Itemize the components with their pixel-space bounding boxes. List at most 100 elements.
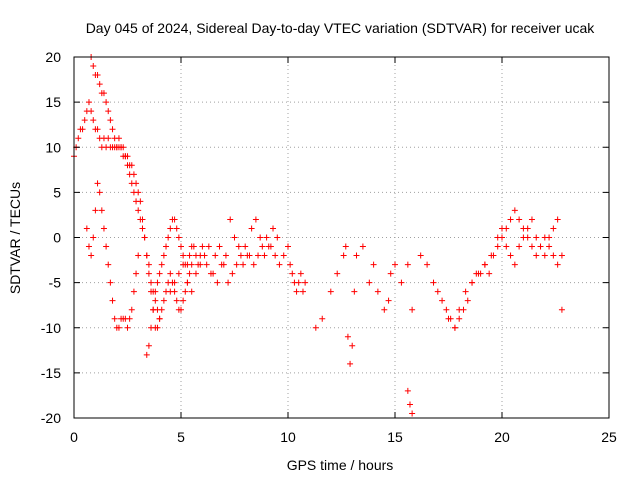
- data-point: [259, 243, 266, 250]
- data-point: [180, 252, 187, 259]
- data-point: [387, 270, 394, 277]
- data-point: [135, 207, 142, 214]
- data-point: [218, 261, 225, 268]
- data-point: [233, 261, 240, 268]
- data-point: [225, 279, 232, 286]
- data-point: [154, 324, 161, 331]
- data-point: [90, 63, 97, 70]
- data-point: [231, 234, 238, 241]
- data-point: [385, 297, 392, 304]
- data-point: [381, 306, 388, 313]
- data-point: [541, 252, 548, 259]
- data-point: [133, 270, 140, 277]
- data-point: [550, 225, 557, 232]
- data-point: [186, 270, 193, 277]
- data-point: [156, 270, 163, 277]
- data-point: [158, 261, 165, 268]
- data-point: [178, 306, 184, 313]
- data-point: [141, 234, 148, 241]
- data-point: [83, 225, 90, 232]
- data-point: [327, 288, 334, 295]
- data-point: [100, 225, 107, 232]
- data-point: [486, 270, 493, 277]
- data-point: [270, 225, 277, 232]
- data-point: [81, 117, 88, 124]
- data-point: [340, 252, 347, 259]
- data-point: [469, 279, 476, 286]
- data-point: [178, 243, 184, 250]
- data-point: [240, 261, 247, 268]
- data-point: [516, 243, 523, 250]
- x-tick-label: 10: [280, 429, 296, 445]
- data-point: [111, 135, 118, 142]
- data-point: [302, 279, 309, 286]
- data-point: [299, 288, 306, 295]
- data-point: [319, 315, 326, 322]
- x-tick-label: 25: [601, 429, 617, 445]
- data-point: [124, 324, 131, 331]
- data-point: [274, 234, 281, 241]
- data-point: [85, 99, 92, 106]
- data-point: [126, 315, 133, 322]
- data-point: [199, 243, 206, 250]
- data-point: [481, 261, 488, 268]
- y-tick-label: 5: [53, 184, 61, 200]
- data-point: [533, 252, 540, 259]
- data-point: [265, 243, 272, 250]
- data-point: [252, 216, 259, 223]
- data-point: [167, 288, 174, 295]
- data-point: [128, 306, 135, 313]
- data-point: [250, 261, 257, 268]
- data-point: [558, 252, 565, 259]
- data-point: [409, 306, 416, 313]
- data-point: [280, 252, 287, 259]
- data-point: [167, 225, 174, 232]
- data-point: [143, 252, 150, 259]
- data-point: [90, 234, 97, 241]
- data-point: [205, 243, 212, 250]
- x-axis-label: GPS time / hours: [287, 457, 394, 473]
- y-tick-label: 0: [53, 230, 61, 246]
- data-point: [135, 252, 142, 259]
- data-point: [152, 297, 159, 304]
- data-point: [276, 261, 283, 268]
- data-point: [109, 126, 116, 133]
- data-point: [409, 410, 416, 417]
- data-point: [145, 342, 152, 349]
- data-point: [135, 189, 142, 196]
- x-tick-label: 20: [494, 429, 510, 445]
- data-point: [105, 108, 112, 115]
- y-tick-label: 10: [45, 139, 61, 155]
- data-point: [75, 135, 82, 142]
- data-point: [214, 279, 221, 286]
- data-point: [109, 297, 116, 304]
- data-point: [537, 243, 544, 250]
- data-point: [94, 72, 101, 79]
- data-point: [494, 243, 501, 250]
- data-point: [103, 99, 110, 106]
- data-point: [92, 207, 99, 214]
- data-point: [507, 216, 514, 223]
- data-point: [154, 279, 161, 286]
- data-point: [201, 252, 208, 259]
- data-point: [503, 243, 510, 250]
- data-point: [520, 225, 527, 232]
- data-point: [434, 288, 441, 295]
- data-point: [554, 216, 561, 223]
- data-point: [124, 153, 131, 160]
- data-point: [430, 279, 437, 286]
- data-point: [184, 279, 191, 286]
- data-point: [499, 234, 505, 241]
- data-point: [85, 243, 92, 250]
- data-point: [180, 261, 187, 268]
- data-point: [152, 288, 159, 295]
- data-point: [175, 270, 182, 277]
- data-point: [490, 252, 497, 259]
- data-point: [139, 225, 146, 232]
- data-point: [160, 252, 167, 259]
- data-point: [133, 180, 140, 187]
- data-point: [137, 198, 144, 205]
- y-tick-label: 20: [45, 49, 61, 65]
- data-point: [173, 297, 180, 304]
- data-point: [237, 252, 244, 259]
